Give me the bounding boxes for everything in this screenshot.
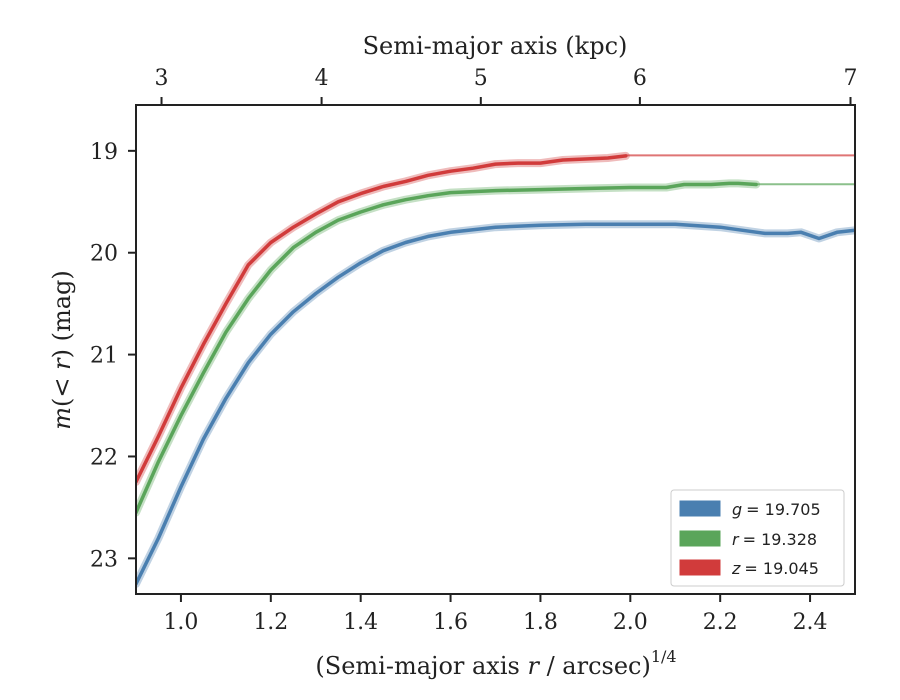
top-axis: 3 4 5 6 7 [155,66,858,105]
legend-label-z-var: z [731,559,741,578]
bottom-tick-label: 1.6 [433,610,468,635]
bottom-tick-label: 1.0 [163,610,198,635]
legend-label-g: g = 19.705 [732,500,821,519]
legend-label-r-val: = 19.328 [743,530,817,549]
legend-swatch-z [679,559,721,576]
top-tick-label: 7 [844,66,858,91]
left-axis-title-part-1: m [48,407,76,430]
top-axis-title: Semi-major axis (kpc) [363,32,628,60]
legend-entry-r: r = 19.328 [679,530,817,549]
bottom-tick-label: 1.8 [523,610,558,635]
left-axis-title-part-3: r [48,357,76,370]
bottom-tick-label: 2.2 [703,610,738,635]
left-axis-title-part-2: (< [48,370,76,407]
top-tick-label: 4 [315,66,329,91]
bottom-tick-label: 2.4 [793,610,828,635]
left-tick-label: 19 [90,140,118,165]
bottom-axis-title-exponent: 1/4 [651,647,677,666]
left-tick-label: 20 [90,242,118,267]
left-axis: 19 20 21 22 23 [90,140,136,572]
bottom-axis-title-part-1: (Semi-major axis [315,652,527,680]
left-tick-label: 23 [90,547,118,572]
plot-lines [136,151,855,588]
legend-label-g-var: g [732,500,742,519]
series-line-z [136,154,628,484]
legend-label-g-val: = 19.705 [746,500,820,519]
plot-frame [135,104,856,595]
left-axis-title-part-5: (mag) [48,270,76,349]
left-axis-title-part-4: ) [48,349,76,358]
legend-label-r: r = 19.328 [732,530,817,549]
bottom-axis-title-part-3: / arcsec) [539,652,651,680]
legend-swatch-g [679,500,721,517]
bottom-tick-label: 1.2 [253,610,288,635]
series-line-g [136,222,855,586]
legend-swatch-r [679,530,721,547]
left-tick-label: 22 [90,445,118,470]
bottom-axis-title-part-2: r [527,652,540,680]
series-line-r [136,181,758,515]
bottom-axis-title: (Semi-major axis r / arcsec)1/4 [315,647,676,680]
top-tick-label: 3 [155,66,169,91]
legend: g = 19.705 r = 19.328 z = 19.045 [670,489,845,587]
legend-label-z-val: = 19.045 [744,559,818,578]
legend-entry-z: z = 19.045 [679,559,819,578]
top-tick-label: 6 [633,66,647,91]
left-axis-title: m(< r) (mag) [48,270,76,430]
legend-label-z: z = 19.045 [731,559,819,578]
legend-entry-g: g = 19.705 [679,500,821,519]
bottom-tick-label: 1.4 [343,610,378,635]
legend-label-r-var: r [732,530,740,549]
top-tick-label: 5 [474,66,488,91]
left-tick-label: 21 [90,344,118,369]
bottom-axis: 1.0 1.2 1.4 1.6 1.8 2.0 2.2 2.4 [163,594,828,635]
bottom-tick-label: 2.0 [613,610,648,635]
